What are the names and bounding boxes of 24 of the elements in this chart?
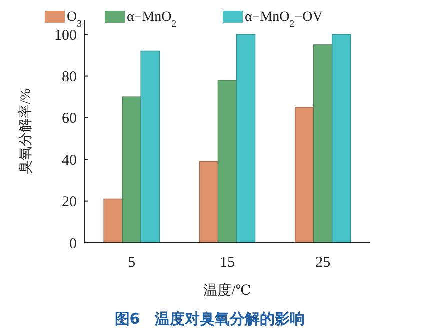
x-tick-label: 15 <box>220 255 235 271</box>
x-tick-label: 5 <box>128 255 136 271</box>
bar <box>122 96 142 244</box>
bar <box>104 198 124 244</box>
x-axis-title: 温度/℃ <box>204 283 252 299</box>
legend-label: α−MnO$_{2}$ <box>127 10 177 30</box>
bar <box>140 50 160 244</box>
y-axis-title: 臭氧分解率/% <box>18 88 34 174</box>
text: 图6 温度对臭氧分解的影响 <box>114 310 306 328</box>
bar <box>218 80 238 244</box>
x-tick-label: 25 <box>316 255 331 271</box>
bar <box>295 107 314 244</box>
y-tick-label: 60 <box>62 111 77 128</box>
bar <box>313 44 333 244</box>
legend-label: α−MnO$_{2}$−OV <box>245 10 323 30</box>
y-tick-label: 0 <box>70 236 77 252</box>
legend-label: O$_{3}$ <box>67 10 82 30</box>
bar <box>199 161 219 244</box>
y-tick-label: 100 <box>54 28 77 44</box>
y-tick-label: 20 <box>62 194 77 211</box>
y-tick-label: 80 <box>62 70 77 86</box>
y-tick-label: 40 <box>62 152 77 169</box>
bar <box>332 34 352 244</box>
bar <box>236 34 256 244</box>
